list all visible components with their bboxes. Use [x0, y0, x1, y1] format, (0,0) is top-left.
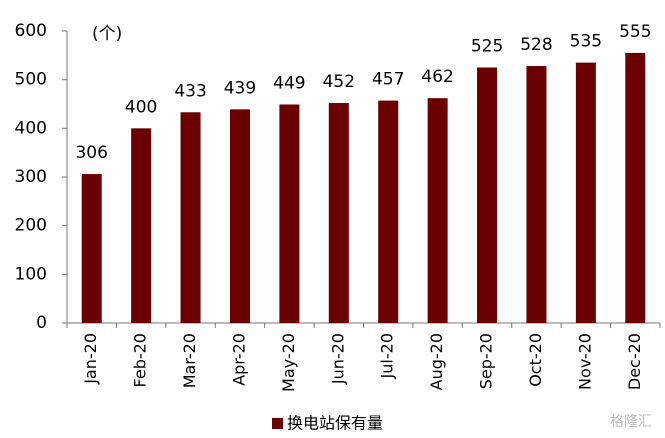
x-tick-label: Jul-20 — [378, 333, 397, 379]
bar — [229, 109, 250, 323]
x-tick-label: Nov-20 — [575, 333, 594, 390]
watermark: 格隆汇 — [610, 414, 652, 430]
bar — [81, 174, 102, 323]
value-label: 433 — [174, 81, 206, 101]
bar — [477, 67, 498, 323]
bar — [378, 100, 399, 324]
bar — [279, 104, 300, 323]
y-tick-label: 500 — [15, 70, 47, 90]
y-tick-label: 300 — [15, 167, 47, 187]
x-tick-label: Mar-20 — [180, 333, 199, 388]
x-tick-label: Apr-20 — [229, 333, 248, 386]
value-label: 462 — [421, 67, 453, 87]
value-label: 528 — [520, 35, 552, 55]
y-tick-label: 100 — [15, 264, 47, 284]
x-tick-label: Dec-20 — [625, 333, 644, 390]
value-label: 439 — [224, 78, 256, 98]
bar — [180, 112, 201, 323]
bar — [625, 52, 646, 324]
x-tick-label: Sep-20 — [477, 333, 496, 389]
x-tick-label: Oct-20 — [526, 333, 545, 387]
value-label: 400 — [125, 97, 157, 117]
x-tick-label: May-20 — [279, 333, 298, 392]
value-label: 449 — [273, 73, 305, 93]
x-tick-label: Jun-20 — [328, 333, 347, 385]
y-tick-label: 400 — [15, 118, 47, 138]
x-tick-label: Feb-20 — [131, 333, 150, 387]
value-label: 457 — [372, 70, 404, 90]
value-label: 535 — [570, 32, 602, 52]
legend-label: 换电站保有量 — [287, 414, 383, 433]
value-label: 452 — [323, 72, 355, 92]
bar — [131, 128, 152, 323]
bar — [328, 103, 349, 323]
y-tick-label: 600 — [15, 21, 47, 41]
bar — [526, 66, 547, 323]
legend-swatch — [272, 418, 283, 429]
x-tick-label: Aug-20 — [427, 333, 446, 390]
y-tick-label: 200 — [15, 216, 47, 236]
bar — [427, 98, 448, 323]
y-tick-label: 0 — [36, 313, 47, 333]
unit-label: (个) — [92, 24, 122, 44]
value-label: 525 — [471, 37, 503, 57]
value-label: 555 — [619, 22, 651, 42]
x-tick-label: Jan-20 — [81, 333, 100, 385]
bar — [575, 62, 596, 324]
value-label: 306 — [75, 143, 107, 163]
